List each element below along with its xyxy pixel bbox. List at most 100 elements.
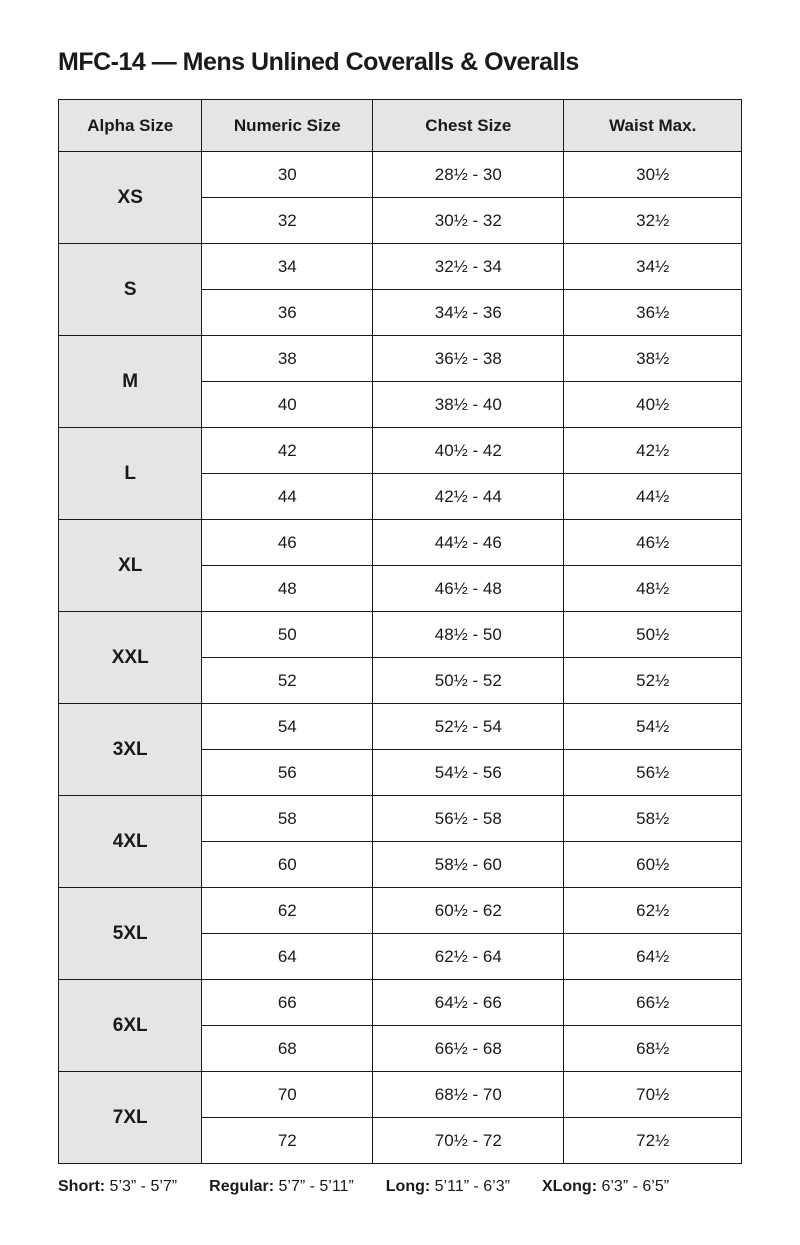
numeric-cell: 52 [202,658,373,704]
numeric-cell: 54 [202,704,373,750]
alpha-size-cell: XL [59,520,202,612]
table-header-row: Alpha Size Numeric Size Chest Size Waist… [59,100,742,152]
alpha-size-cell: S [59,244,202,336]
chest-cell: 32½ - 34 [373,244,564,290]
legend-label: Long: [386,1178,430,1195]
legend-value: 5’11” - 6’3” [430,1178,510,1195]
legend-item: Short: 5’3” - 5’7” [58,1178,177,1196]
chest-cell: 46½ - 48 [373,566,564,612]
alpha-size-cell: 7XL [59,1072,202,1164]
waist-cell: 64½ [564,934,742,980]
legend-value: 5’7” - 5’11” [274,1178,354,1195]
chest-cell: 36½ - 38 [373,336,564,382]
col-header-numeric: Numeric Size [202,100,373,152]
table-row: XS3028½ - 3030½ [59,152,742,198]
numeric-cell: 30 [202,152,373,198]
alpha-size-cell: 4XL [59,796,202,888]
chest-cell: 60½ - 62 [373,888,564,934]
waist-cell: 58½ [564,796,742,842]
table-row: 4XL5856½ - 5858½ [59,796,742,842]
alpha-size-cell: XS [59,152,202,244]
numeric-cell: 62 [202,888,373,934]
waist-cell: 70½ [564,1072,742,1118]
waist-cell: 40½ [564,382,742,428]
alpha-size-cell: 6XL [59,980,202,1072]
numeric-cell: 56 [202,750,373,796]
table-row: XL4644½ - 4646½ [59,520,742,566]
col-header-chest: Chest Size [373,100,564,152]
waist-cell: 32½ [564,198,742,244]
chest-cell: 66½ - 68 [373,1026,564,1072]
chest-cell: 58½ - 60 [373,842,564,888]
height-legend: Short: 5’3” - 5’7” Regular: 5’7” - 5’11” L… [58,1178,742,1196]
waist-cell: 68½ [564,1026,742,1072]
waist-cell: 72½ [564,1118,742,1164]
col-header-alpha: Alpha Size [59,100,202,152]
legend-label: XLong: [542,1178,597,1195]
numeric-cell: 48 [202,566,373,612]
numeric-cell: 42 [202,428,373,474]
chest-cell: 50½ - 52 [373,658,564,704]
waist-cell: 34½ [564,244,742,290]
chest-cell: 48½ - 50 [373,612,564,658]
chest-cell: 68½ - 70 [373,1072,564,1118]
legend-item: Long: 5’11” - 6’3” [386,1178,510,1196]
numeric-cell: 50 [202,612,373,658]
chest-cell: 62½ - 64 [373,934,564,980]
chest-cell: 44½ - 46 [373,520,564,566]
numeric-cell: 32 [202,198,373,244]
page-title: MFC-14 — Mens Unlined Coveralls & Overal… [58,48,742,77]
alpha-size-cell: XXL [59,612,202,704]
table-row: XXL5048½ - 5050½ [59,612,742,658]
chest-cell: 70½ - 72 [373,1118,564,1164]
legend-item: XLong: 6’3” - 6’5” [542,1178,669,1196]
waist-cell: 62½ [564,888,742,934]
numeric-cell: 34 [202,244,373,290]
numeric-cell: 68 [202,1026,373,1072]
waist-cell: 50½ [564,612,742,658]
chest-cell: 28½ - 30 [373,152,564,198]
waist-cell: 46½ [564,520,742,566]
waist-cell: 48½ [564,566,742,612]
alpha-size-cell: L [59,428,202,520]
waist-cell: 38½ [564,336,742,382]
table-row: 6XL6664½ - 6666½ [59,980,742,1026]
legend-item: Regular: 5’7” - 5’11” [209,1178,354,1196]
legend-value: 5’3” - 5’7” [105,1178,177,1195]
table-row: M3836½ - 3838½ [59,336,742,382]
waist-cell: 44½ [564,474,742,520]
numeric-cell: 44 [202,474,373,520]
waist-cell: 42½ [564,428,742,474]
numeric-cell: 58 [202,796,373,842]
waist-cell: 30½ [564,152,742,198]
table-row: 7XL7068½ - 7070½ [59,1072,742,1118]
col-header-waist: Waist Max. [564,100,742,152]
chest-cell: 56½ - 58 [373,796,564,842]
numeric-cell: 66 [202,980,373,1026]
chest-cell: 40½ - 42 [373,428,564,474]
alpha-size-cell: 3XL [59,704,202,796]
alpha-size-cell: M [59,336,202,428]
chest-cell: 64½ - 66 [373,980,564,1026]
chest-cell: 34½ - 36 [373,290,564,336]
chest-cell: 42½ - 44 [373,474,564,520]
numeric-cell: 36 [202,290,373,336]
table-row: L4240½ - 4242½ [59,428,742,474]
chest-cell: 30½ - 32 [373,198,564,244]
numeric-cell: 72 [202,1118,373,1164]
chest-cell: 38½ - 40 [373,382,564,428]
waist-cell: 36½ [564,290,742,336]
table-row: 3XL5452½ - 5454½ [59,704,742,750]
table-row: S3432½ - 3434½ [59,244,742,290]
table-row: 5XL6260½ - 6262½ [59,888,742,934]
numeric-cell: 46 [202,520,373,566]
numeric-cell: 64 [202,934,373,980]
size-chart-table: Alpha Size Numeric Size Chest Size Waist… [58,99,742,1164]
waist-cell: 60½ [564,842,742,888]
chest-cell: 52½ - 54 [373,704,564,750]
numeric-cell: 60 [202,842,373,888]
waist-cell: 56½ [564,750,742,796]
legend-label: Short: [58,1178,105,1195]
waist-cell: 66½ [564,980,742,1026]
chest-cell: 54½ - 56 [373,750,564,796]
